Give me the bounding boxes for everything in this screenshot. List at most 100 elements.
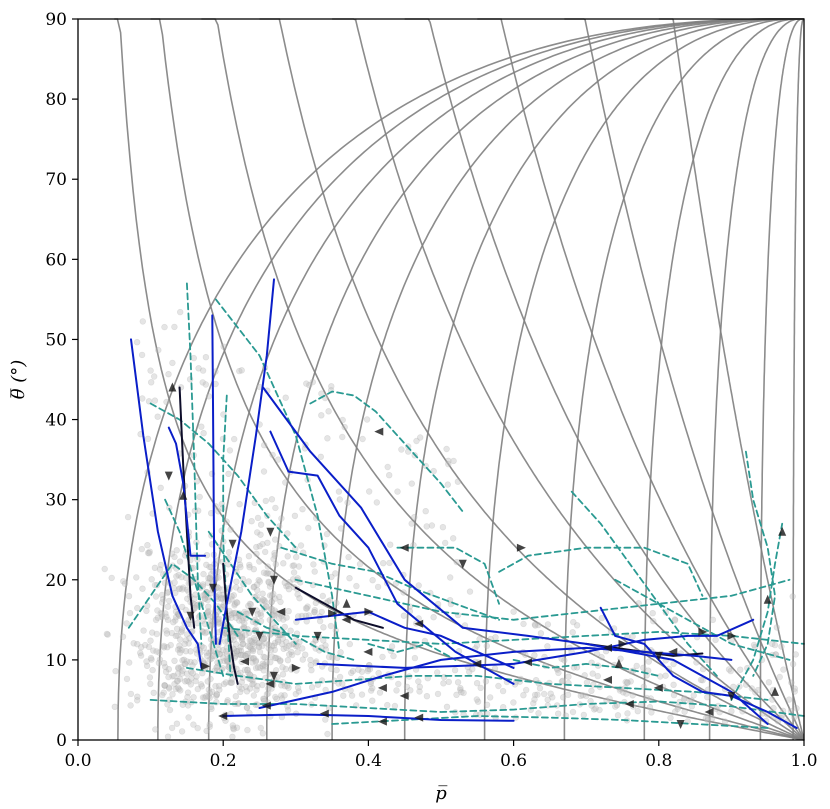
data-point [262,602,270,610]
data-point [137,652,145,659]
data-point [328,383,335,390]
data-point [277,658,284,665]
series-line-blue [262,386,769,725]
data-point [483,642,490,650]
data-point [151,373,158,380]
plot-frame [77,18,805,741]
direction-arrow [698,627,708,636]
data-point [473,696,480,703]
data-point [153,648,160,655]
data-point [281,692,288,699]
data-point [241,666,249,674]
data-point [272,595,279,602]
grid-arc [792,18,804,740]
data-point [633,662,640,670]
data-point [302,651,309,658]
data-point [271,654,279,662]
data-point [215,646,222,653]
data-point [311,606,318,614]
data-point [491,665,499,672]
data-point [569,708,577,716]
data-point [499,687,507,695]
direction-arrow [313,631,322,641]
data-point [166,685,173,692]
data-point [142,641,149,649]
data-point [238,685,245,692]
x-tick-label: 0.0 [64,751,91,771]
data-point [537,630,545,637]
data-point [188,675,195,682]
data-point [474,698,482,705]
data-point [261,639,269,647]
data-point [250,692,258,699]
data-point [237,651,244,659]
data-point [256,542,263,550]
data-point [249,640,257,648]
data-point [347,687,354,694]
data-point [303,605,311,612]
data-point [272,693,279,701]
data-point [274,636,282,644]
data-point [614,712,622,719]
data-point [229,733,236,740]
data-point [178,573,185,581]
direction-arrow [653,683,663,692]
data-point [283,638,290,646]
x-tick-label: 0.4 [355,751,382,771]
data-point [199,581,207,588]
data-point [394,488,401,495]
series-line-teal [294,578,791,621]
data-point [173,677,181,685]
data-point [262,548,269,556]
data-point [367,687,375,694]
data-point [139,395,146,402]
data-point [477,684,484,692]
data-point [274,655,282,662]
data-point [522,686,530,694]
direction-arrow [763,594,772,604]
data-point [238,633,246,641]
data-point [302,605,310,612]
data-point [223,518,230,525]
data-point [553,702,561,709]
data-point [250,565,258,573]
data-point [228,610,236,617]
direction-arrow [771,686,779,696]
grid-arc [563,18,804,740]
data-point [213,690,221,698]
data-point [112,667,119,675]
grid-arc [708,18,804,740]
data-point [179,657,186,664]
data-point [265,579,273,586]
data-point [785,696,793,703]
data-point [391,702,399,710]
direction-arrow [523,658,533,667]
series-line-dark [222,562,239,685]
series-line-teal [149,402,297,549]
data-point [231,602,238,609]
data-point [280,560,287,567]
data-point [155,659,163,667]
data-point [151,397,159,404]
data-point [205,575,212,582]
data-point [254,586,261,594]
series-line-blue [294,610,515,669]
data-point [535,710,542,717]
data-point [451,666,459,674]
data-point [206,723,213,730]
data-point [531,621,539,628]
data-point [229,722,237,729]
series-line-teal [149,699,805,717]
data-point [311,609,318,616]
data-point [162,610,169,617]
data-point [203,693,210,700]
data-point [177,687,184,694]
data-point [164,616,172,624]
data-point [194,685,202,693]
data-point [246,600,254,607]
data-point [243,704,251,711]
data-point [205,608,212,615]
data-point [380,559,387,567]
data-point [176,645,184,653]
data-point [590,706,598,713]
